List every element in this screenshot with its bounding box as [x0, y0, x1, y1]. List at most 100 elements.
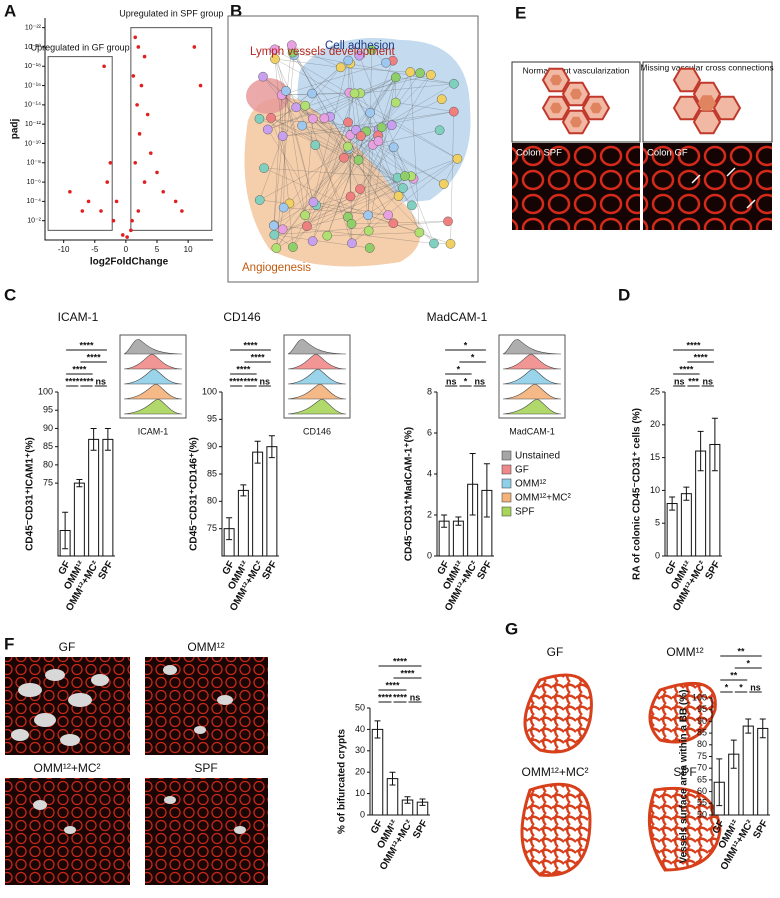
- y-tick-label: 95: [697, 704, 707, 714]
- legend-label: OMM¹²: [515, 479, 547, 490]
- y-tick-label: 20: [650, 419, 660, 429]
- network-node: [269, 221, 278, 230]
- crypt-hex: [694, 111, 720, 134]
- histogram-axis-label: ICAM-1: [138, 426, 169, 436]
- legend-swatch: [502, 493, 511, 502]
- network-node: [309, 198, 318, 207]
- network-node: [343, 142, 352, 151]
- significance-label: ****: [393, 656, 408, 666]
- vessel-image: [522, 784, 590, 875]
- y-tick-label: 2: [427, 509, 432, 519]
- network-node: [449, 107, 458, 116]
- network-node: [292, 103, 301, 112]
- network-node: [391, 98, 400, 107]
- crypt-hex: [674, 69, 700, 92]
- significance-label: ****: [393, 692, 408, 702]
- x-tick-label: 5: [155, 245, 160, 254]
- network-node: [301, 211, 310, 220]
- point: [112, 219, 116, 223]
- network-label: Cell adhesion: [325, 40, 395, 52]
- y-axis-label: CD45⁻CD31⁺ICAM1⁺(%): [25, 437, 36, 551]
- network-node: [354, 155, 363, 164]
- significance-label: ****: [229, 376, 244, 386]
- point: [135, 103, 139, 107]
- legend-swatch: [502, 465, 511, 474]
- significance-label: ns: [750, 682, 761, 692]
- bar: [667, 504, 677, 556]
- x-tick-label: SPF: [704, 559, 723, 581]
- y-tick-label: 75: [697, 751, 707, 761]
- network-node: [435, 126, 444, 135]
- network-node: [389, 219, 398, 228]
- bar: [74, 483, 84, 556]
- significance-label: ns: [259, 376, 270, 386]
- annotation: Upregulated in SPF group: [119, 8, 223, 18]
- network-node: [355, 184, 364, 193]
- image-label: GF: [59, 640, 76, 654]
- network-node: [449, 79, 458, 88]
- image-label: OMM¹²: [666, 645, 703, 659]
- network-node: [308, 89, 317, 98]
- significance-label: ns: [702, 376, 713, 386]
- histogram-axis-label: MadCAM-1: [509, 426, 555, 436]
- x-axis-label: log2FoldChange: [90, 257, 169, 268]
- y-tick-label: 10⁻⁴: [27, 198, 42, 205]
- point: [132, 74, 136, 78]
- y-tick-label: 10⁻¹⁴: [24, 102, 41, 109]
- network-node: [426, 70, 435, 79]
- network-node: [384, 210, 393, 219]
- y-tick-label: 85: [43, 441, 53, 451]
- network-node: [377, 123, 386, 132]
- network-node: [278, 131, 287, 140]
- x-tick-label: -5: [91, 245, 99, 254]
- network-node: [366, 108, 375, 117]
- point: [99, 209, 103, 213]
- y-tick-label: 10⁻⁸: [27, 160, 41, 167]
- y-tick-label: 95: [43, 405, 53, 415]
- network-node: [387, 121, 396, 130]
- y-tick-label: 10⁻¹⁰: [24, 139, 41, 147]
- y-tick-label: 90: [43, 423, 53, 433]
- network-node: [364, 226, 373, 235]
- y-axis-label: Vessels surface area within a BB (%): [679, 690, 690, 864]
- schematic-label: Normal crypt vascularization: [523, 65, 630, 75]
- x-tick-label: 0: [124, 245, 129, 254]
- y-tick-label: 15: [650, 452, 660, 462]
- network-node: [263, 125, 272, 134]
- significance-label: ****: [87, 352, 102, 362]
- significance-label: *: [725, 682, 729, 692]
- crypt-hex: [674, 97, 700, 120]
- significance-label: **: [730, 670, 738, 680]
- network-node: [323, 231, 332, 240]
- panel-letter: E: [515, 3, 526, 22]
- point: [121, 233, 125, 237]
- legend-label: SPF: [515, 507, 534, 518]
- legend-swatch: [502, 479, 511, 488]
- chart-title: ICAM-1: [58, 310, 99, 324]
- significance-label: ns: [674, 376, 685, 386]
- image-label: OMM¹²+MC²: [34, 761, 101, 775]
- significance-label: *: [471, 352, 475, 362]
- significance-label: ns: [410, 692, 421, 702]
- chart-title: CD146: [223, 310, 261, 324]
- network-node: [255, 114, 264, 123]
- network-node: [336, 63, 345, 72]
- network-node: [308, 114, 317, 123]
- bar: [253, 452, 263, 556]
- y-tick-label: 80: [43, 459, 53, 469]
- point: [87, 200, 91, 204]
- panel-letter: G: [505, 619, 518, 638]
- point: [133, 161, 137, 165]
- bar: [89, 439, 99, 556]
- network-node: [279, 203, 288, 212]
- significance-label: ****: [378, 692, 393, 702]
- network-node: [308, 236, 317, 245]
- network-node: [311, 141, 320, 150]
- x-tick-label: SPF: [411, 818, 430, 840]
- point: [130, 219, 134, 223]
- y-tick-label: 8: [427, 386, 432, 396]
- y-tick-label: 75: [207, 523, 217, 533]
- network-node: [389, 143, 398, 152]
- annotation: Upregulated in GF group: [31, 42, 130, 52]
